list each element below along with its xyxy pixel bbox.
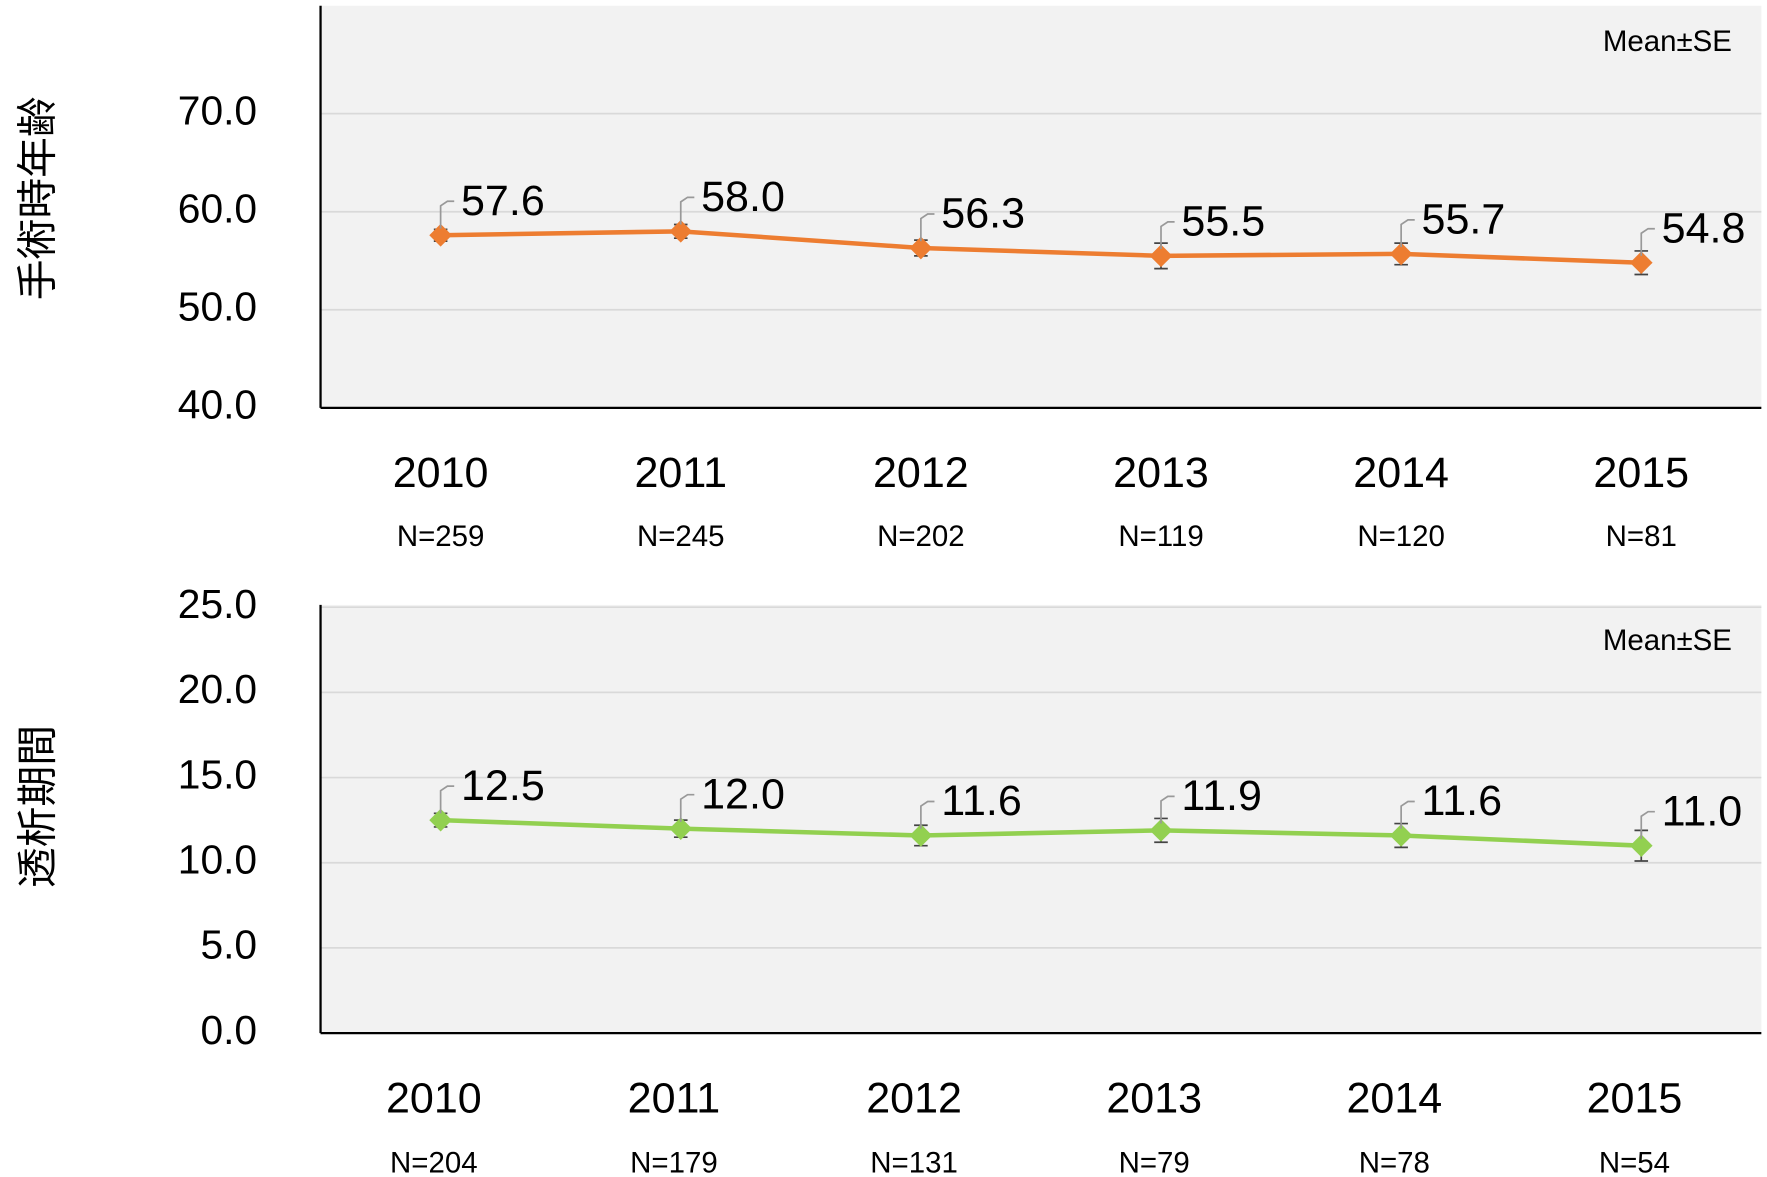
plot-area: [320, 604, 1762, 1034]
n-label: N=54: [1599, 1146, 1670, 1177]
n-label: N=202: [877, 520, 965, 553]
leader-line: [920, 213, 935, 242]
x-tick-label: 2013: [1113, 449, 1209, 497]
y-tick-label: 40.0: [178, 382, 257, 428]
n-label: N=81: [1606, 520, 1677, 553]
marker: [669, 220, 693, 243]
marker: [669, 817, 693, 840]
x-tick-label: 2013: [1106, 1074, 1202, 1122]
data-label: 56.3: [941, 190, 1025, 238]
x-tick-label: 2014: [1346, 1074, 1442, 1122]
annotation: Mean±SE: [1603, 25, 1732, 58]
leader-line: [1400, 219, 1415, 248]
leader-line: [1160, 795, 1175, 824]
data-label: 11.6: [941, 777, 1022, 825]
plot-area: [320, 5, 1762, 408]
x-tick-label: 2015: [1587, 1074, 1683, 1122]
leader-line: [439, 785, 455, 814]
n-label: N=245: [637, 520, 725, 553]
marker: [1149, 819, 1173, 842]
leader-line: [679, 793, 695, 822]
x-tick-label: 2010: [386, 1074, 482, 1122]
leader-line: [1400, 800, 1415, 829]
marker: [1629, 834, 1653, 858]
leader-line: [439, 200, 455, 229]
leader-line: [1640, 810, 1655, 839]
n-label: N=204: [390, 1146, 478, 1177]
data-label: 11.9: [1181, 772, 1262, 820]
marker: [429, 223, 452, 247]
n-label: N=78: [1359, 1146, 1430, 1177]
x-tick-label: 2015: [1593, 449, 1689, 497]
y-tick-label: 70.0: [178, 87, 257, 133]
x-tick-label: 2010: [393, 449, 489, 497]
y-tick-label: 60.0: [178, 185, 257, 231]
annotation: Mean±SE: [1603, 624, 1732, 657]
leader-line: [1160, 221, 1175, 250]
x-tick-label: 2012: [866, 1074, 962, 1122]
marker: [1389, 824, 1413, 847]
y-axis-label: 手術時年齢: [15, 96, 61, 300]
y-tick-label: 10.0: [178, 836, 257, 882]
n-label: N=259: [397, 520, 485, 553]
data-label: 12.5: [461, 762, 545, 810]
data-label: 55.5: [1181, 198, 1265, 246]
n-label: N=120: [1357, 520, 1445, 553]
marker: [909, 236, 933, 260]
leader-line: [1640, 227, 1655, 256]
data-label: 55.7: [1422, 196, 1506, 244]
line: [440, 817, 1642, 848]
x-tick-label: 2011: [628, 1074, 721, 1122]
n-label: N=79: [1119, 1146, 1190, 1177]
data-label: 11.6: [1422, 777, 1503, 825]
data-label: 11.0: [1662, 787, 1743, 835]
data-label: 57.6: [461, 177, 545, 225]
y-tick-label: 0.0: [200, 1007, 257, 1053]
marker: [429, 808, 452, 832]
y-tick-label: 15.0: [178, 751, 257, 797]
data-label: 58.0: [701, 173, 785, 221]
data-label: 54.8: [1662, 204, 1746, 252]
x-tick-label: 2012: [873, 449, 969, 497]
y-tick-label: 20.0: [178, 666, 257, 712]
y-tick-label: 25.0: [178, 581, 257, 627]
leader-line: [679, 196, 695, 225]
line: [440, 229, 1642, 265]
n-label: N=119: [1118, 520, 1203, 553]
marker: [1149, 244, 1173, 268]
y-tick-label: 50.0: [178, 284, 257, 330]
n-label: N=131: [870, 1146, 958, 1177]
x-tick-label: 2014: [1353, 449, 1449, 497]
y-axis-label: 透析期間: [15, 725, 61, 888]
data-label: 12.0: [701, 770, 785, 818]
leader-line: [920, 800, 935, 829]
x-tick-label: 2011: [634, 449, 727, 497]
y-tick-label: 5.0: [200, 922, 257, 968]
n-label: N=179: [630, 1146, 718, 1177]
marker: [909, 824, 933, 847]
